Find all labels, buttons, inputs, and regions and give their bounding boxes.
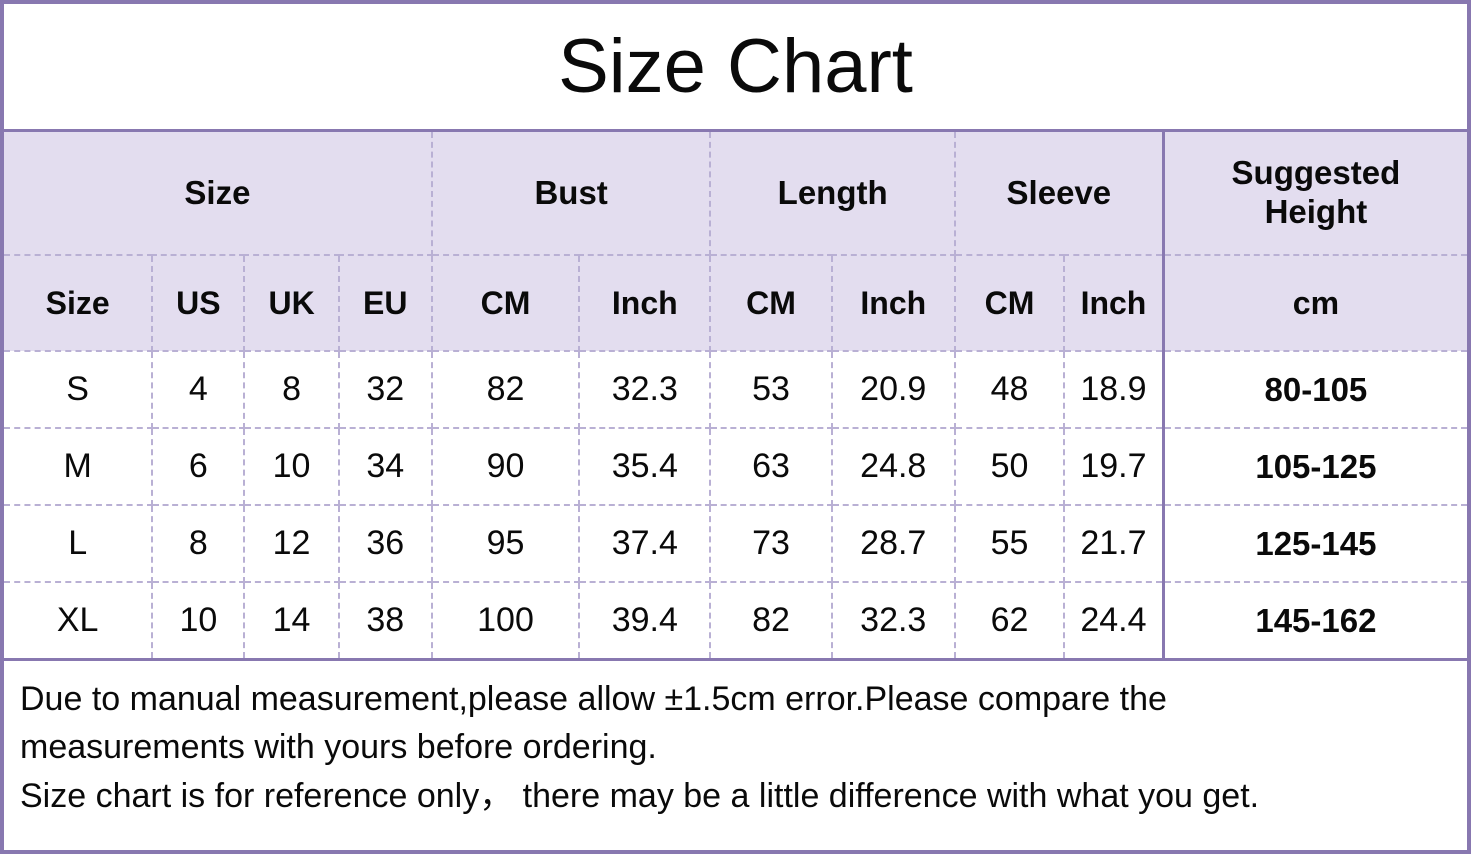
cell-sleeve-cm: 62	[954, 582, 1066, 661]
table-row: XL 10 14 38 100 39.4 82 32.3 62 24.4 145…	[4, 582, 1467, 661]
cell-eu: 34	[338, 428, 433, 506]
cell-size: XL	[4, 582, 154, 661]
cell-sleeve-inch: 24.4	[1064, 582, 1164, 661]
cell-length-inch: 20.9	[831, 351, 956, 429]
table-head: Size Bust Length Sleeve Suggested Height…	[4, 132, 1467, 352]
sub-header-us: US	[152, 255, 246, 352]
size-chart-table: Size Bust Length Sleeve Suggested Height…	[4, 132, 1467, 661]
cell-size: S	[4, 351, 154, 429]
table-body: S 4 8 32 82 32.3 53 20.9 48 18.9 80-105 …	[4, 351, 1467, 661]
group-header-bust: Bust	[431, 132, 712, 256]
cell-suggested-height: 80-105	[1161, 351, 1467, 429]
cell-length-cm: 53	[710, 351, 833, 429]
group-header-suggested-height: Suggested Height	[1161, 132, 1467, 256]
cell-sleeve-inch: 19.7	[1064, 428, 1164, 506]
cell-suggested-height: 105-125	[1161, 428, 1467, 506]
cell-sleeve-inch: 21.7	[1064, 505, 1164, 583]
group-header-size: Size	[4, 132, 433, 256]
cell-us: 8	[152, 505, 246, 583]
group-header-sleeve: Sleeve	[954, 132, 1164, 256]
table-row: M 6 10 34 90 35.4 63 24.8 50 19.7 105-12…	[4, 428, 1467, 506]
cell-bust-cm: 95	[431, 505, 581, 583]
sub-header-suggested-height-cm: cm	[1161, 255, 1467, 352]
cell-suggested-height: 125-145	[1161, 505, 1467, 583]
cell-eu: 32	[338, 351, 433, 429]
cell-sleeve-cm: 50	[954, 428, 1066, 506]
cell-length-cm: 82	[710, 582, 833, 661]
cell-uk: 10	[244, 428, 340, 506]
cell-eu: 36	[338, 505, 433, 583]
sub-header-eu: EU	[338, 255, 433, 352]
cell-sleeve-cm: 55	[954, 505, 1066, 583]
footer-line-3: Size chart is for reference only， there …	[20, 776, 1260, 815]
cell-size: M	[4, 428, 154, 506]
cell-us: 10	[152, 582, 246, 661]
cell-bust-inch: 37.4	[579, 505, 712, 583]
cell-length-cm: 63	[710, 428, 833, 506]
group-header-length: Length	[710, 132, 956, 256]
cell-length-inch: 32.3	[831, 582, 956, 661]
cell-uk: 8	[244, 351, 340, 429]
cell-us: 6	[152, 428, 246, 506]
footer-line-1: Due to manual measurement,please allow ±…	[20, 680, 1167, 718]
cell-bust-inch: 35.4	[579, 428, 712, 506]
sub-header-row: Size US UK EU CM Inch CM Inch CM Inch cm	[4, 255, 1467, 352]
sub-header-uk: UK	[244, 255, 340, 352]
cell-length-inch: 24.8	[831, 428, 956, 506]
suggested-height-line-2: Height	[1264, 193, 1368, 230]
sub-header-length-cm: CM	[710, 255, 833, 352]
cell-us: 4	[152, 351, 246, 429]
cell-bust-cm: 90	[431, 428, 581, 506]
suggested-height-line-1: Suggested	[1231, 154, 1401, 192]
cell-size: L	[4, 505, 154, 583]
sub-header-sleeve-cm: CM	[954, 255, 1066, 352]
sub-header-size: Size	[4, 255, 154, 352]
title-band: Size Chart	[4, 4, 1467, 132]
group-header-row: Size Bust Length Sleeve Suggested Height	[4, 132, 1467, 256]
cell-suggested-height: 145-162	[1161, 582, 1467, 661]
cell-uk: 14	[244, 582, 340, 661]
sub-header-bust-inch: Inch	[579, 255, 712, 352]
sub-header-length-inch: Inch	[831, 255, 956, 352]
cell-bust-cm: 82	[431, 351, 581, 429]
cell-sleeve-inch: 18.9	[1064, 351, 1164, 429]
cell-eu: 38	[338, 582, 433, 661]
cell-length-inch: 28.7	[831, 505, 956, 583]
sub-header-sleeve-inch: Inch	[1064, 255, 1164, 352]
cell-length-cm: 73	[710, 505, 833, 583]
cell-bust-inch: 32.3	[579, 351, 712, 429]
cell-sleeve-cm: 48	[954, 351, 1066, 429]
table-row: S 4 8 32 82 32.3 53 20.9 48 18.9 80-105	[4, 351, 1467, 429]
cell-bust-inch: 39.4	[579, 582, 712, 661]
footer-line-2: measurements with yours before ordering.	[20, 728, 657, 767]
page-title: Size Chart	[558, 23, 913, 109]
table-row: L 8 12 36 95 37.4 73 28.7 55 21.7 125-14…	[4, 505, 1467, 583]
cell-bust-cm: 100	[431, 582, 581, 661]
cell-uk: 12	[244, 505, 340, 583]
sub-header-bust-cm: CM	[431, 255, 581, 352]
footer-notes: Due to manual measurement,please allow ±…	[4, 661, 1467, 850]
